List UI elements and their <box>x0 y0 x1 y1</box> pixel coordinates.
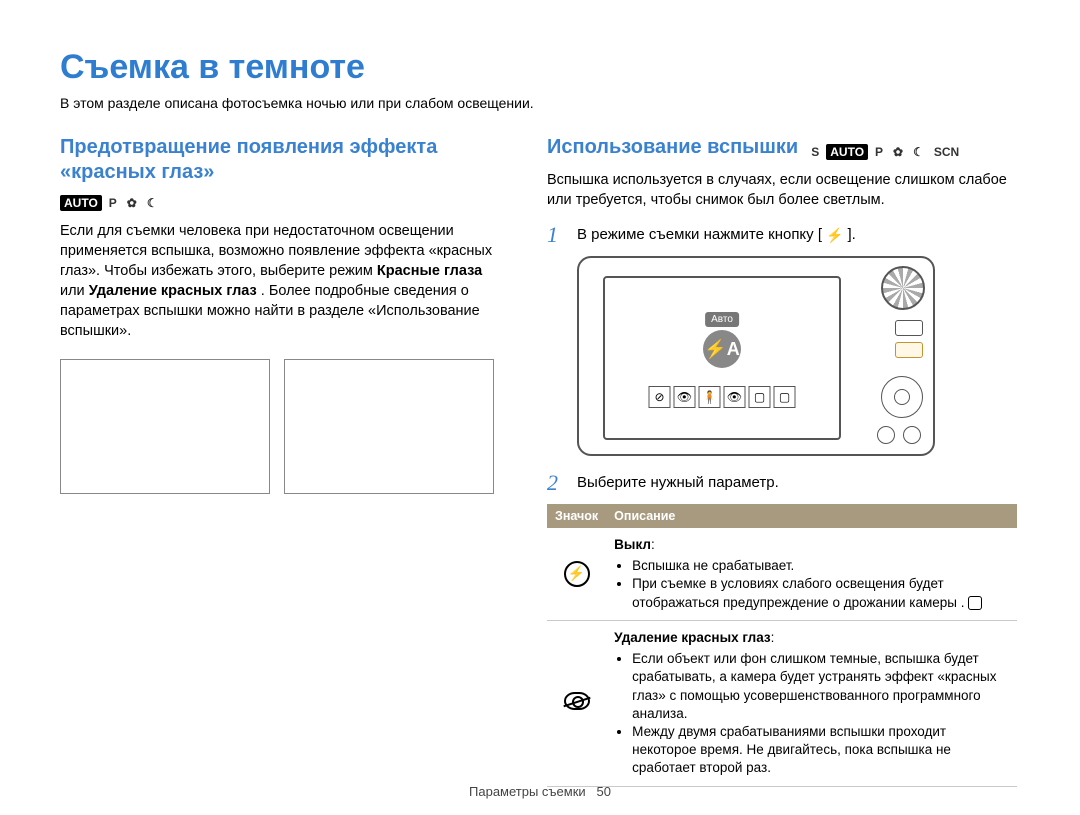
left-para-b2: Удаление красных глаз <box>89 283 257 299</box>
step-1-text: В режиме съемки нажмите кнопку [ ⚡ ]. <box>577 224 856 246</box>
step-2: 2 Выберите нужный параметр. <box>547 472 1017 494</box>
step-1-pre: В режиме съемки нажмите кнопку [ <box>577 225 822 245</box>
table-row: Удаление красных глаз: Если объект или ф… <box>547 620 1017 786</box>
mode-icon-moon2: ☾ <box>910 144 927 160</box>
example-image-before <box>60 359 270 494</box>
mode-icon-flower: ✿ <box>124 195 140 211</box>
row1-icon-cell: ⚡ <box>547 528 606 620</box>
row1-item-2-text: При съемке в условиях слабого освещения … <box>632 576 964 609</box>
example-images <box>60 359 505 494</box>
icon-table: Значок Описание ⚡ Выкл: Вспышка не сраба… <box>547 504 1017 787</box>
left-mode-icons: AUTO P ✿ ☾ <box>60 195 161 211</box>
left-para-mid: или <box>60 283 89 299</box>
row2-title: Удаление красных глаз <box>614 630 770 645</box>
step-1-num: 1 <box>547 224 565 246</box>
row1-title: Выкл <box>614 537 651 552</box>
screen-cell-4: 👁 <box>724 386 746 408</box>
row1-list: Вспышка не срабатывает. При съемке в усл… <box>614 557 1009 612</box>
mode-icon-scn: SCN <box>931 144 962 160</box>
camera-screen: Авто ⚡A ⊘ 👁 🧍 👁 ▢ ▢ <box>603 276 841 440</box>
left-para-b1: Красные глаза <box>377 263 482 279</box>
footer-page-num: 50 <box>597 784 611 799</box>
left-para: Если для съемки человека при недостаточн… <box>60 221 505 341</box>
flash-off-icon: ⚡ <box>564 561 590 587</box>
shake-icon <box>968 596 982 610</box>
step-2-num: 2 <box>547 472 565 494</box>
left-heading-text: Предотвращение появления эффекта «красны… <box>60 135 505 185</box>
screen-cell-1: ⊘ <box>649 386 671 408</box>
mode-icon-p: P <box>106 195 120 211</box>
row2-desc-cell: Удаление красных глаз: Если объект или ф… <box>606 620 1017 786</box>
th-desc: Описание <box>606 504 1017 528</box>
step-2-text: Выберите нужный параметр. <box>577 472 779 494</box>
row2-list: Если объект или фон слишком темные, вспы… <box>614 650 1009 778</box>
screen-label: Авто <box>705 312 739 327</box>
mode-icon-flower2: ✿ <box>890 144 906 160</box>
camera-btn-round-2 <box>903 426 921 444</box>
camera-btn-round-1 <box>877 426 895 444</box>
page-title: Съемка в темноте <box>60 48 1020 87</box>
screen-cell-2: 👁 <box>674 386 696 408</box>
columns: Предотвращение появления эффекта «красны… <box>60 135 1020 787</box>
step-1: 1 В режиме съемки нажмите кнопку [ ⚡ ]. <box>547 224 1017 246</box>
row2-item-2: Между двумя срабатываниями вспышки прохо… <box>632 723 1009 778</box>
camera-btn-1 <box>895 320 923 336</box>
mode-icon-auto2: AUTO <box>826 144 868 160</box>
camera-body: Авто ⚡A ⊘ 👁 🧍 👁 ▢ ▢ <box>577 256 935 456</box>
row2-icon-cell <box>547 620 606 786</box>
screen-center-icon: ⚡A <box>703 330 741 368</box>
screen-row: ⊘ 👁 🧍 👁 ▢ ▢ <box>649 386 796 408</box>
camera-illustration: Авто ⚡A ⊘ 👁 🧍 👁 ▢ ▢ <box>577 256 935 456</box>
camera-dpad <box>881 376 923 418</box>
right-intro: Вспышка используется в случаях, если осв… <box>547 170 1017 210</box>
camera-flash-button-hl <box>895 342 923 358</box>
mode-icon-s: S <box>808 144 822 160</box>
row1-item-2: При съемке в условиях слабого освещения … <box>632 575 1009 611</box>
th-icon: Значок <box>547 504 606 528</box>
right-mode-icons: S AUTO P ✿ ☾ SCN <box>808 144 962 160</box>
flash-icon: ⚡ <box>826 226 843 245</box>
example-image-after <box>284 359 494 494</box>
left-heading: Предотвращение появления эффекта «красны… <box>60 135 505 211</box>
mode-icon-moon: ☾ <box>144 195 161 211</box>
camera-dial <box>881 266 925 310</box>
right-heading: Использование вспышки S AUTO P ✿ ☾ SCN <box>547 135 1017 160</box>
step-1-post: ]. <box>847 225 855 245</box>
camera-side-buttons <box>895 320 923 358</box>
page-intro: В этом разделе описана фотосъемка ночью … <box>60 95 1020 111</box>
row1-item-1: Вспышка не срабатывает. <box>632 557 1009 575</box>
table-row: ⚡ Выкл: Вспышка не срабатывает. При съем… <box>547 528 1017 620</box>
screen-cell-6: ▢ <box>774 386 796 408</box>
row1-desc-cell: Выкл: Вспышка не срабатывает. При съемке… <box>606 528 1017 620</box>
right-heading-text: Использование вспышки <box>547 135 798 160</box>
screen-cell-3: 🧍 <box>699 386 721 408</box>
row2-item-1: Если объект или фон слишком темные, вспы… <box>632 650 1009 723</box>
camera-bottom-buttons <box>877 426 921 444</box>
right-column: Использование вспышки S AUTO P ✿ ☾ SCN В… <box>547 135 1017 787</box>
page-footer: Параметры съемки 50 <box>0 784 1080 799</box>
mode-icon-auto: AUTO <box>60 195 102 211</box>
screen-cell-5: ▢ <box>749 386 771 408</box>
redeye-fix-icon <box>564 692 590 710</box>
footer-section: Параметры съемки <box>469 784 586 799</box>
left-column: Предотвращение появления эффекта «красны… <box>60 135 505 787</box>
mode-icon-p2: P <box>872 144 886 160</box>
